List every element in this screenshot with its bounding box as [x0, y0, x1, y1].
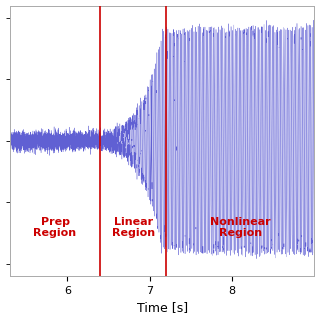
Text: Nonlinear
Region: Nonlinear Region: [210, 217, 271, 238]
X-axis label: Time [s]: Time [s]: [137, 301, 188, 315]
Text: Prep
Region: Prep Region: [34, 217, 76, 238]
Text: Linear
Region: Linear Region: [112, 217, 155, 238]
